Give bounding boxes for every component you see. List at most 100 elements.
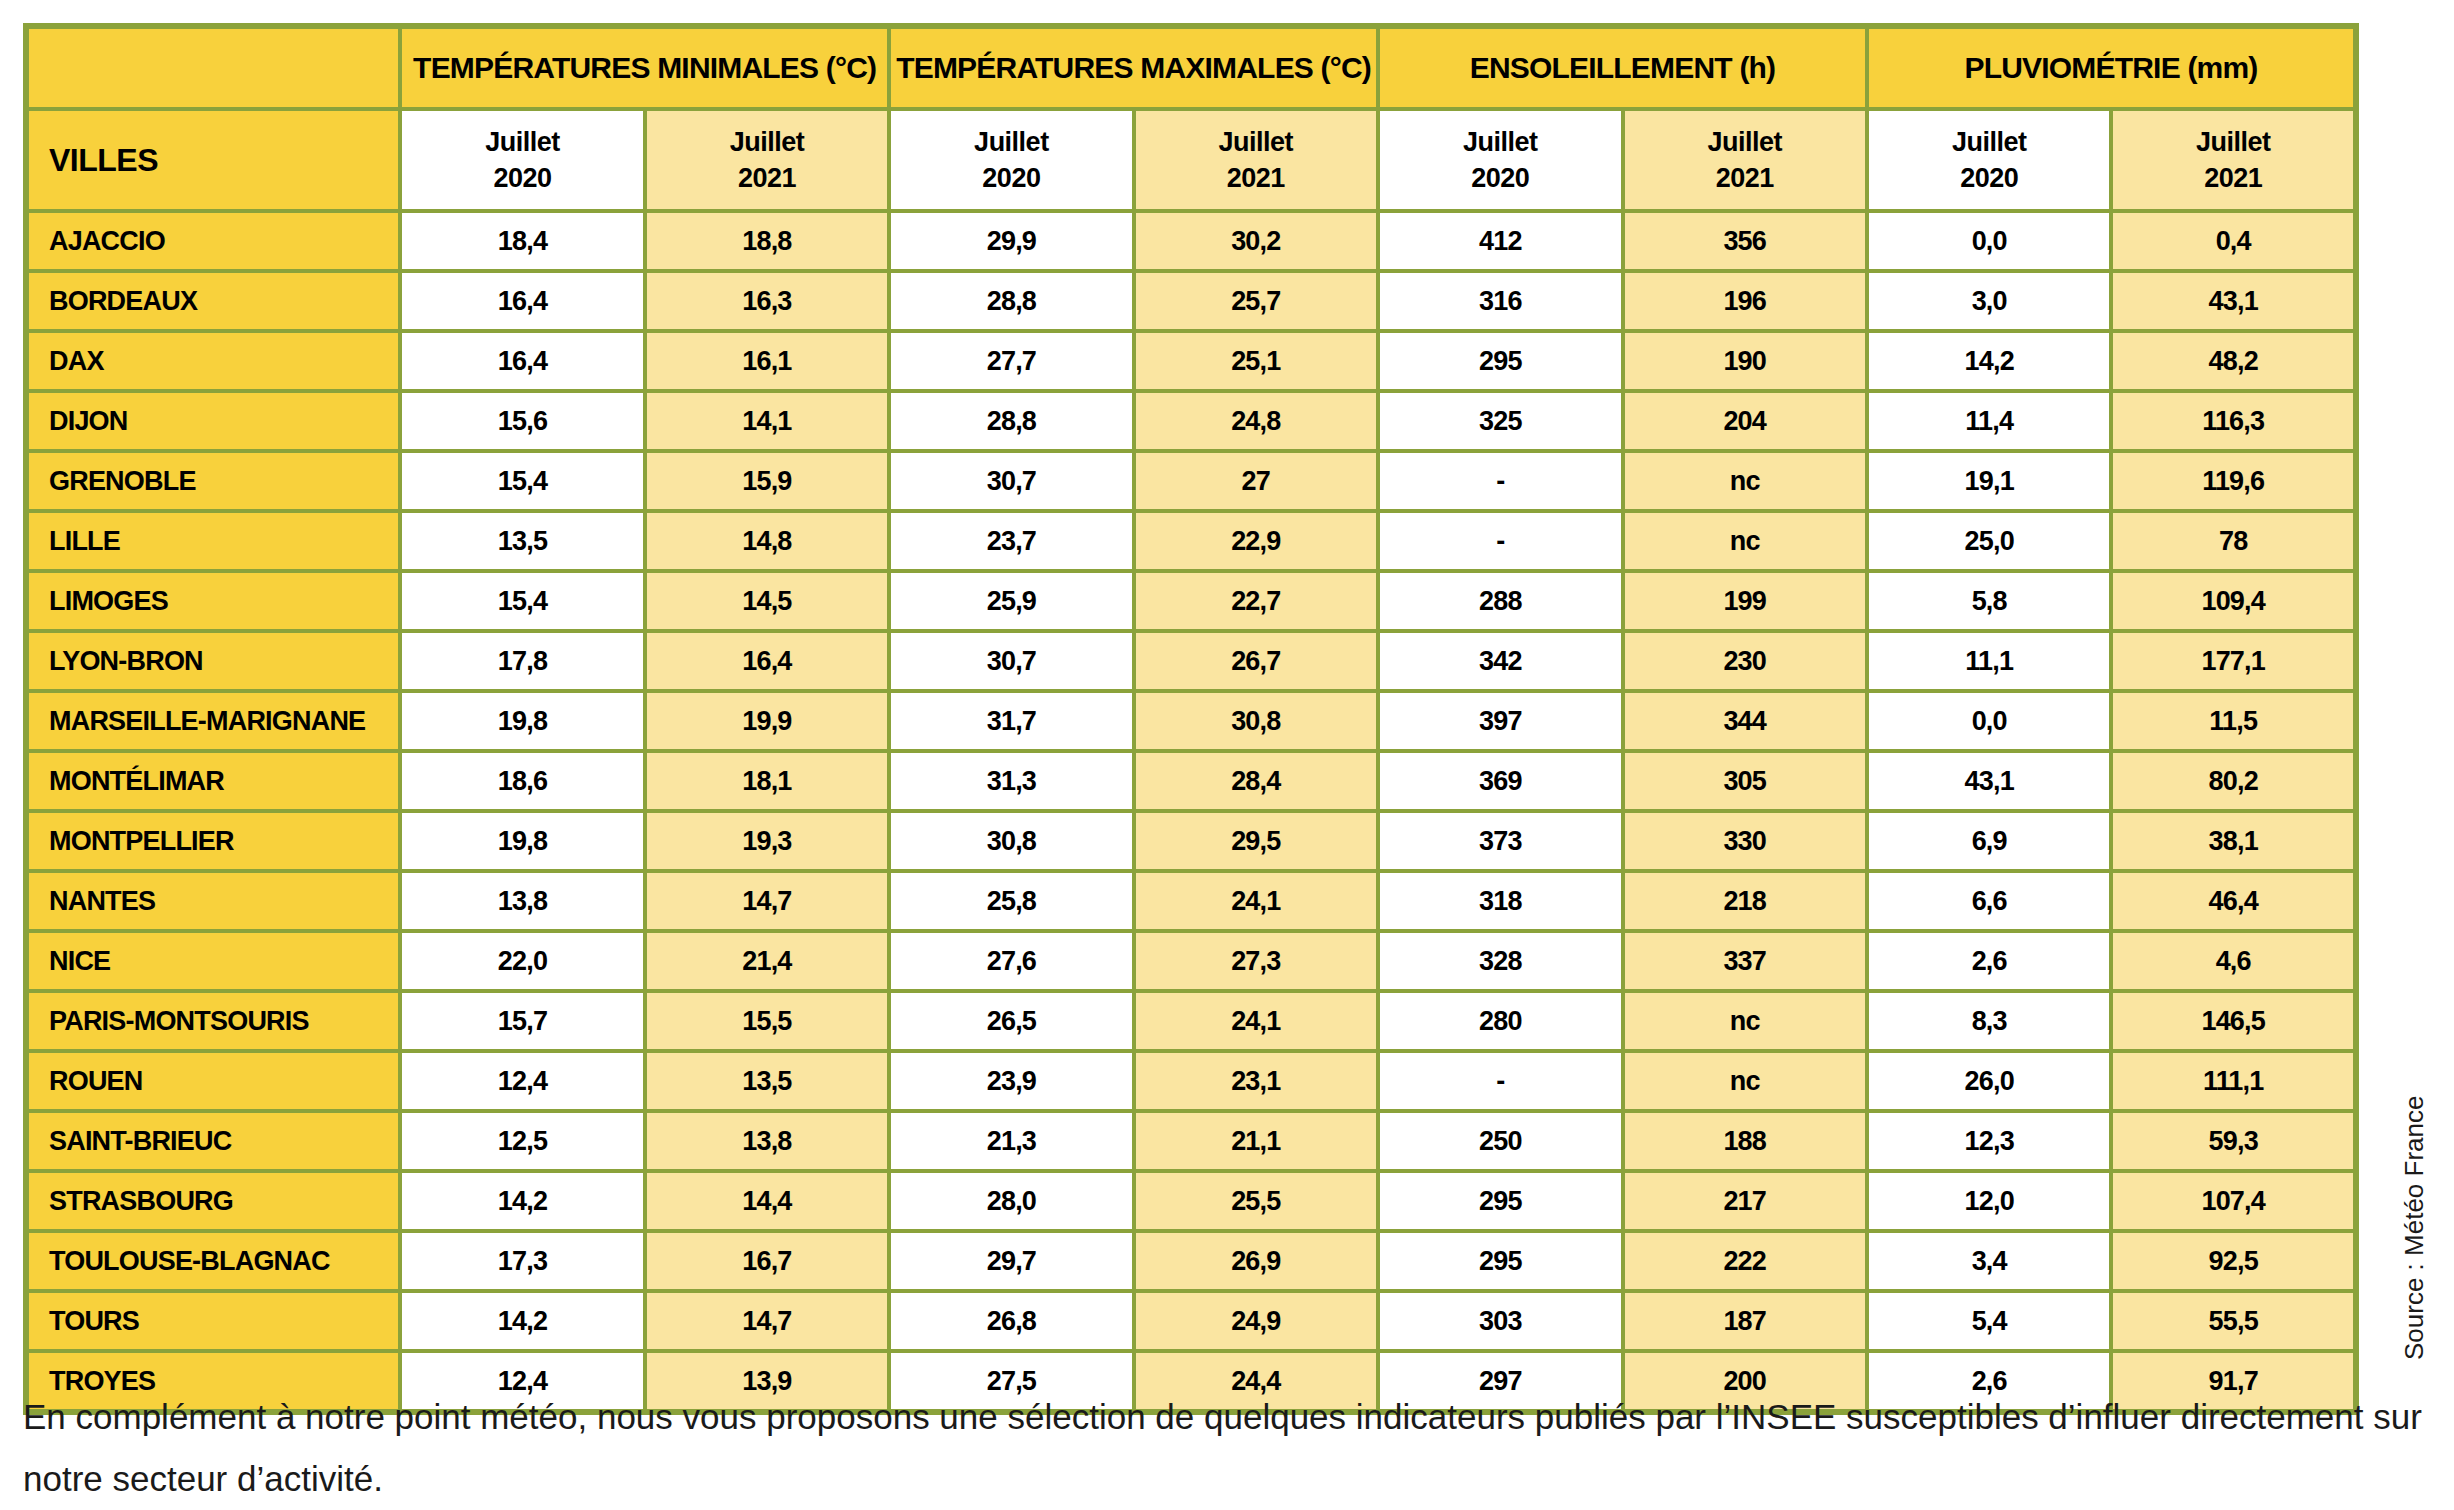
value-cell: 43,1 (2111, 271, 2356, 331)
value-cell: 14,8 (645, 511, 889, 571)
value-cell: - (1378, 511, 1622, 571)
value-cell: 280 (1378, 991, 1622, 1051)
value-cell: 46,4 (2111, 871, 2356, 931)
value-cell: 24,8 (1134, 391, 1378, 451)
value-cell: 342 (1378, 631, 1622, 691)
value-cell: 373 (1378, 811, 1622, 871)
value-cell: 22,9 (1134, 511, 1378, 571)
value-cell: 27 (1134, 451, 1378, 511)
value-cell: 28,8 (889, 391, 1133, 451)
villes-column-header: VILLES (26, 109, 400, 211)
value-cell: nc (1623, 451, 1867, 511)
city-cell: ROUEN (26, 1051, 400, 1111)
subheader-juillet-2021: Juillet2021 (1134, 109, 1378, 211)
city-cell: GRENOBLE (26, 451, 400, 511)
value-cell: 18,1 (645, 751, 889, 811)
value-cell: 16,7 (645, 1231, 889, 1291)
table-row: STRASBOURG14,214,428,025,529521712,0107,… (26, 1171, 2356, 1231)
value-cell: 27,7 (889, 331, 1133, 391)
value-cell: 295 (1378, 331, 1622, 391)
subheader-juillet-2020: Juillet2020 (1378, 109, 1622, 211)
city-cell: MARSEILLE-MARIGNANE (26, 691, 400, 751)
value-cell: 17,3 (400, 1231, 644, 1291)
value-cell: 222 (1623, 1231, 1867, 1291)
value-cell: 29,5 (1134, 811, 1378, 871)
value-cell: 5,8 (1867, 571, 2111, 631)
value-cell: 26,9 (1134, 1231, 1378, 1291)
value-cell: nc (1623, 1051, 1867, 1111)
city-cell: TOURS (26, 1291, 400, 1351)
value-cell: 30,7 (889, 451, 1133, 511)
value-cell: 14,7 (645, 871, 889, 931)
value-cell: 288 (1378, 571, 1622, 631)
group-header-temp-min: TEMPÉRATURES MINIMALES (°C) (400, 26, 889, 109)
value-cell: 13,5 (400, 511, 644, 571)
value-cell: 22,7 (1134, 571, 1378, 631)
city-cell: PARIS-MONTSOURIS (26, 991, 400, 1051)
city-cell: DAX (26, 331, 400, 391)
subheader-juillet-2021: Juillet2021 (2111, 109, 2356, 211)
value-cell: 19,9 (645, 691, 889, 751)
value-cell: 337 (1623, 931, 1867, 991)
value-cell: 16,1 (645, 331, 889, 391)
value-cell: 18,4 (400, 211, 644, 271)
value-cell: 55,5 (2111, 1291, 2356, 1351)
group-header-ensoleillement: ENSOLEILLEMENT (h) (1378, 26, 1867, 109)
value-cell: 12,4 (400, 1051, 644, 1111)
value-cell: 15,7 (400, 991, 644, 1051)
value-cell: 14,2 (1867, 331, 2111, 391)
value-cell: 17,8 (400, 631, 644, 691)
value-cell: 25,9 (889, 571, 1133, 631)
table-row: TOURS14,214,726,824,93031875,455,5 (26, 1291, 2356, 1351)
value-cell: 12,5 (400, 1111, 644, 1171)
value-cell: 217 (1623, 1171, 1867, 1231)
value-cell: 27,3 (1134, 931, 1378, 991)
value-cell: 109,4 (2111, 571, 2356, 631)
table-row: TOULOUSE-BLAGNAC17,316,729,726,92952223,… (26, 1231, 2356, 1291)
value-cell: 26,0 (1867, 1051, 2111, 1111)
table-row: LILLE13,514,823,722,9-nc25,078 (26, 511, 2356, 571)
value-cell: 14,5 (645, 571, 889, 631)
value-cell: nc (1623, 511, 1867, 571)
value-cell: 25,1 (1134, 331, 1378, 391)
value-cell: 28,0 (889, 1171, 1133, 1231)
value-cell: 30,7 (889, 631, 1133, 691)
city-cell: TOULOUSE-BLAGNAC (26, 1231, 400, 1291)
value-cell: 14,1 (645, 391, 889, 451)
value-cell: 25,0 (1867, 511, 2111, 571)
value-cell: 30,2 (1134, 211, 1378, 271)
value-cell: 24,1 (1134, 991, 1378, 1051)
value-cell: 19,1 (1867, 451, 2111, 511)
value-cell: 344 (1623, 691, 1867, 751)
value-cell: 38,1 (2111, 811, 2356, 871)
value-cell: 5,4 (1867, 1291, 2111, 1351)
value-cell: 230 (1623, 631, 1867, 691)
value-cell: 0,4 (2111, 211, 2356, 271)
value-cell: 0,0 (1867, 691, 2111, 751)
group-header-temp-max: TEMPÉRATURES MAXIMALES (°C) (889, 26, 1378, 109)
value-cell: 204 (1623, 391, 1867, 451)
table-row: AJACCIO18,418,829,930,24123560,00,4 (26, 211, 2356, 271)
value-cell: 28,8 (889, 271, 1133, 331)
value-cell: 295 (1378, 1231, 1622, 1291)
value-cell: 48,2 (2111, 331, 2356, 391)
table-row: ROUEN12,413,523,923,1-nc26,0111,1 (26, 1051, 2356, 1111)
table-row: MONTÉLIMAR18,618,131,328,436930543,180,2 (26, 751, 2356, 811)
value-cell: 318 (1378, 871, 1622, 931)
villes-header-spacer (26, 26, 400, 109)
city-cell: MONTÉLIMAR (26, 751, 400, 811)
value-cell: 11,1 (1867, 631, 2111, 691)
value-cell: nc (1623, 991, 1867, 1051)
value-cell: 303 (1378, 1291, 1622, 1351)
value-cell: 22,0 (400, 931, 644, 991)
table-row: GRENOBLE15,415,930,727-nc19,1119,6 (26, 451, 2356, 511)
subheader-juillet-2020: Juillet2020 (400, 109, 644, 211)
city-cell: LILLE (26, 511, 400, 571)
subheader-juillet-2020: Juillet2020 (1867, 109, 2111, 211)
value-cell: 19,8 (400, 811, 644, 871)
value-cell: 305 (1623, 751, 1867, 811)
value-cell: 29,7 (889, 1231, 1133, 1291)
value-cell: 59,3 (2111, 1111, 2356, 1171)
city-cell: AJACCIO (26, 211, 400, 271)
value-cell: 250 (1378, 1111, 1622, 1171)
